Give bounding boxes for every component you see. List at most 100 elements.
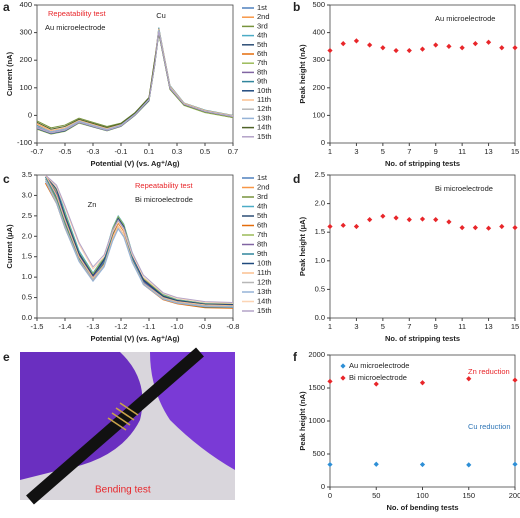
point [419, 216, 426, 222]
y-tick-label: 1.5 [22, 252, 32, 261]
curve [44, 180, 233, 308]
plot-area [44, 175, 233, 309]
x-axis-label: No. of stripping tests [385, 334, 460, 343]
panel-letter: a [3, 0, 10, 14]
curve [37, 29, 233, 133]
y-tick-label: 400 [312, 28, 325, 37]
curve [37, 32, 233, 134]
curve [37, 33, 233, 135]
curve [37, 31, 233, 134]
y-tick-label: 2.5 [22, 211, 32, 220]
panel-letter: f [293, 350, 298, 364]
annotation: Cu [156, 11, 166, 20]
x-tick-label: 9 [434, 322, 438, 331]
annotation: Bi microelectrode [435, 184, 493, 193]
point [459, 225, 465, 231]
legend-label: 9th [257, 249, 267, 258]
curve [37, 30, 233, 134]
panel-letter: e [3, 350, 10, 364]
y-tick-label: 200 [312, 83, 325, 92]
y-tick-label: 0 [28, 110, 32, 119]
x-tick-label: 13 [484, 147, 492, 156]
legend-label: 5th [257, 211, 267, 220]
bending-photo: e Bending test [3, 347, 235, 505]
x-tick-label: 100 [416, 491, 429, 500]
point [466, 376, 472, 382]
point [367, 42, 373, 48]
x-tick-label: -1.0 [171, 322, 184, 331]
point [512, 377, 518, 383]
glove [20, 352, 143, 480]
curve [45, 175, 233, 306]
curve [37, 30, 233, 133]
panel-letter: c [3, 172, 10, 186]
x-tick-label: -0.9 [199, 322, 212, 331]
legend-label: 14th [257, 123, 272, 132]
y-tick-label: 100 [312, 110, 325, 119]
y-tick-label: 2000 [308, 350, 325, 359]
x-tick-label: -0.1 [115, 147, 128, 156]
plot-frame [36, 174, 234, 319]
x-tick-label: 0.7 [228, 147, 238, 156]
legend-swatch [340, 375, 346, 381]
point [446, 43, 452, 49]
point [433, 42, 439, 48]
y-tick-label: 0 [321, 138, 325, 147]
x-tick-label: -0.5 [59, 147, 72, 156]
x-tick-label: 7 [407, 322, 411, 331]
y-tick-label: 200 [19, 55, 32, 64]
curve [37, 30, 233, 132]
legend-label: 15th [257, 132, 272, 141]
curve [44, 175, 233, 305]
point [472, 225, 478, 231]
annotation: Au microelectrode [435, 14, 495, 23]
y-tick-label: 500 [312, 449, 325, 458]
electrode-traces [107, 402, 139, 431]
point [419, 46, 426, 52]
x-tick-label: -1.1 [143, 322, 156, 331]
x-tick-label: -1.3 [87, 322, 100, 331]
point [393, 215, 399, 221]
x-tick-label: 3 [354, 322, 358, 331]
panel-letter: d [293, 172, 300, 186]
y-tick-label: 100 [19, 83, 32, 92]
annotation: Au microelectrode [45, 23, 105, 32]
point [406, 217, 412, 223]
point [512, 461, 518, 467]
point [373, 381, 379, 387]
panel: c -1.5 -1.4 -1.3 -1.2 -1.1 -1.0 -0.9 -0.8 0.0 0.5 1… [3, 170, 272, 343]
point [380, 45, 386, 51]
point [380, 213, 386, 219]
x-tick-label: -1.4 [59, 322, 72, 331]
x-tick-label: 15 [511, 147, 519, 156]
point [485, 225, 492, 231]
y-tick-label: 300 [19, 28, 32, 37]
legend-label: 4th [257, 31, 267, 40]
plot-frame [329, 174, 516, 319]
plot-frame [329, 4, 516, 144]
legend-label: 6th [257, 49, 267, 58]
point [446, 219, 452, 225]
annotation: Zn reduction [468, 367, 510, 376]
y-tick-label: 1.0 [315, 256, 325, 265]
point [327, 47, 333, 54]
point [327, 223, 333, 230]
curve [37, 29, 233, 133]
plot-frame [329, 354, 516, 488]
x-tick-label: -0.8 [227, 322, 240, 331]
legend-label: 7th [257, 230, 267, 239]
y-tick-label: 1500 [308, 383, 325, 392]
legend-label: 8th [257, 67, 267, 76]
legend-label: 2nd [257, 12, 270, 21]
legend-label: 1st [257, 3, 268, 12]
x-tick-label: 150 [462, 491, 475, 500]
y-tick-label: 0.0 [22, 313, 32, 322]
point [472, 41, 478, 47]
point [353, 223, 360, 230]
x-tick-label: 3 [354, 147, 358, 156]
point [406, 47, 412, 54]
point [327, 378, 333, 384]
x-tick-label: 0.5 [200, 147, 210, 156]
legend-label: 11th [257, 268, 271, 277]
